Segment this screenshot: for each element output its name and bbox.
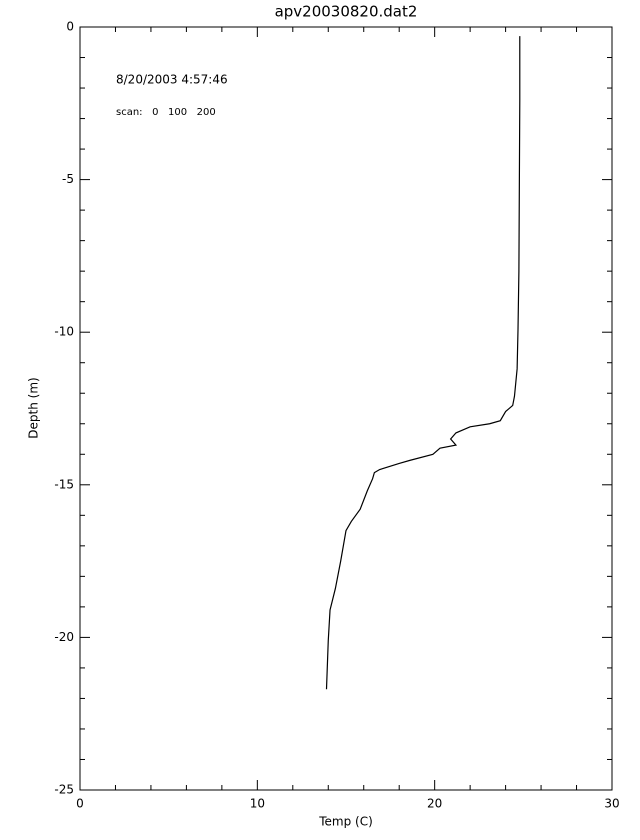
y-tick-label: 0 <box>66 20 74 34</box>
x-axis-label: Temp (C) <box>318 815 373 829</box>
x-tick-label: 20 <box>427 797 442 811</box>
x-tick-label: 30 <box>604 797 619 811</box>
y-tick-label: -5 <box>62 172 74 186</box>
y-tick-label: -10 <box>54 325 74 339</box>
y-tick-label: -25 <box>54 783 74 797</box>
annotation: scan: 0 100 200 <box>116 107 216 118</box>
y-tick-label: -15 <box>54 477 74 491</box>
annotation: 8/20/2003 4:57:46 <box>116 73 228 87</box>
chart-title: apv20030820.dat2 <box>275 3 418 21</box>
x-tick-label: 0 <box>76 797 84 811</box>
x-tick-label: 10 <box>250 797 265 811</box>
y-tick-label: -20 <box>54 630 74 644</box>
plot-frame <box>79 26 613 791</box>
y-axis-label: Depth (m) <box>27 377 41 438</box>
profile-line <box>325 36 521 690</box>
